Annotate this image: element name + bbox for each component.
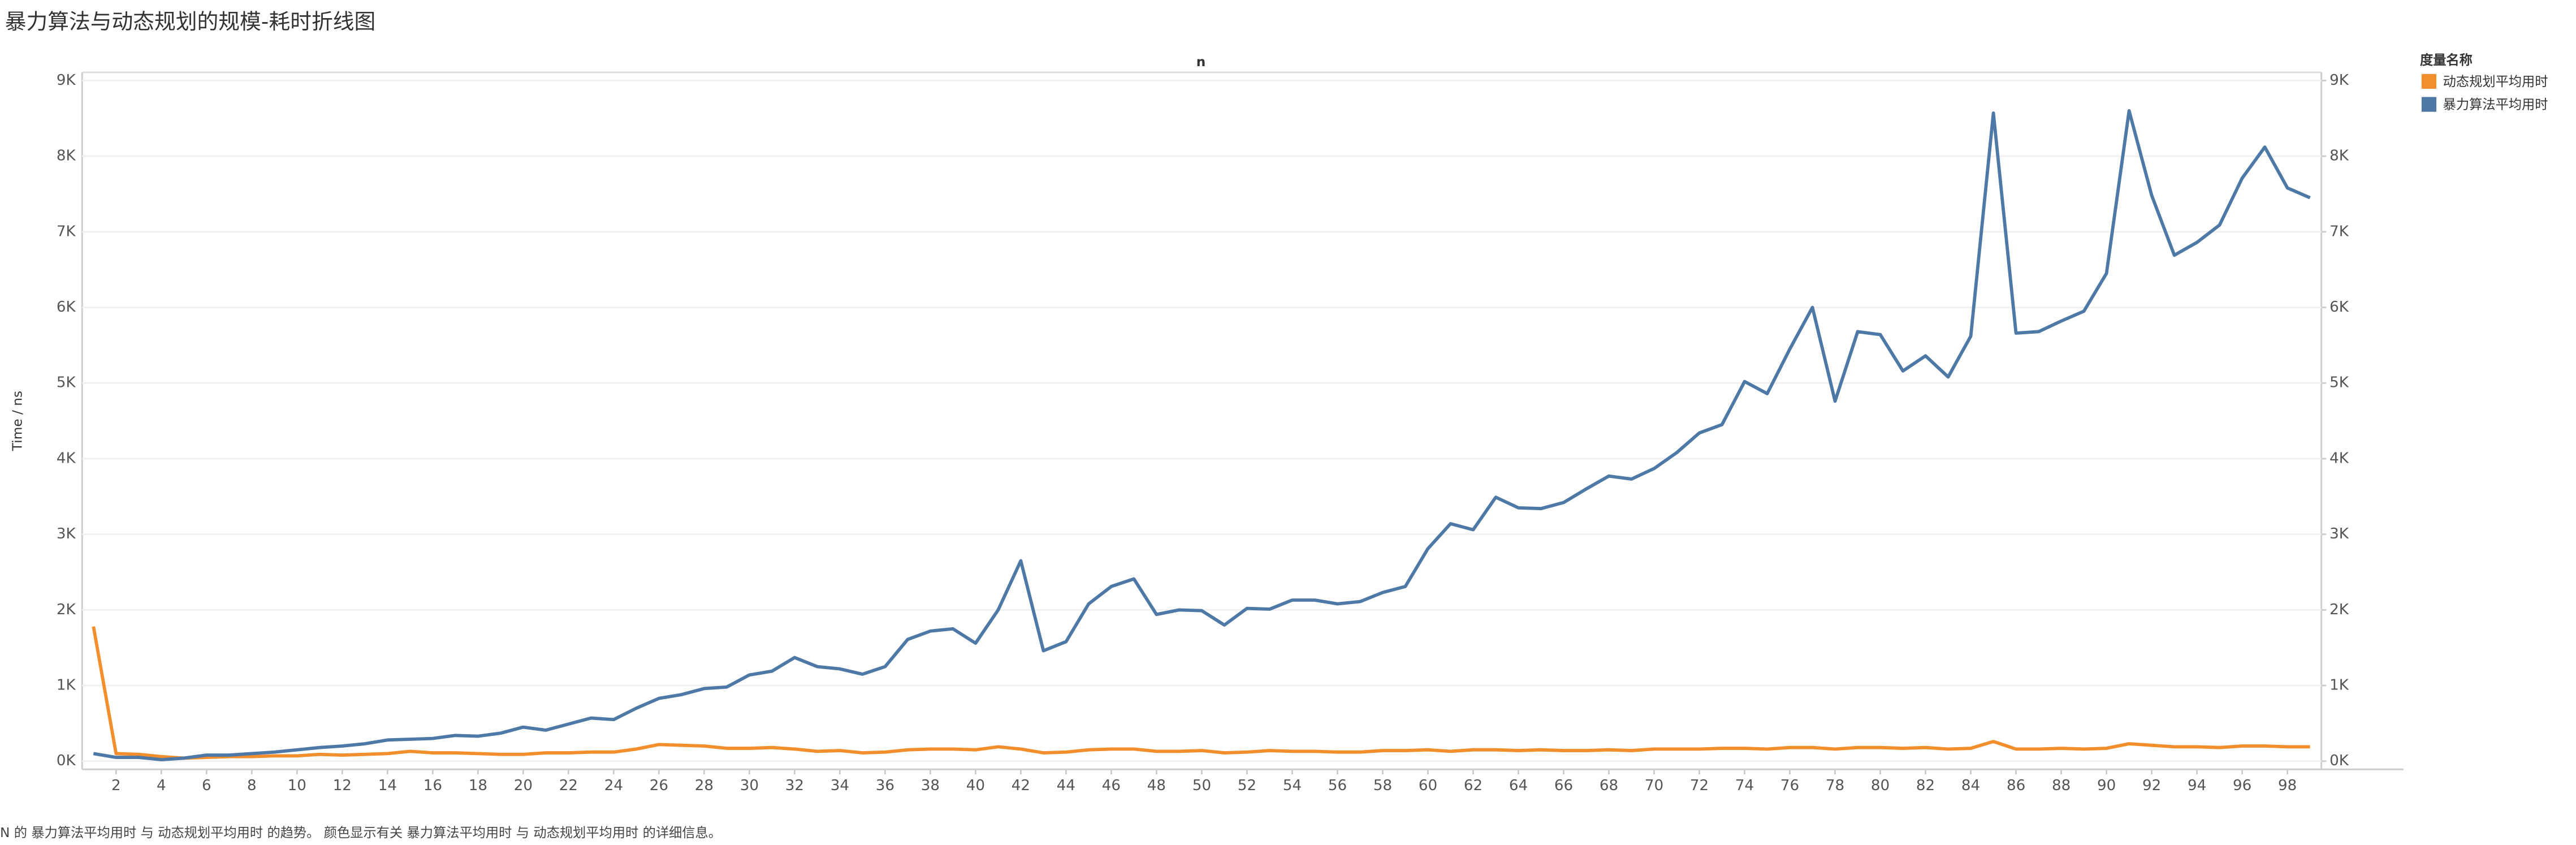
x-tick-label: 58 — [1373, 777, 1392, 794]
y2-tick-label: 5K — [2329, 374, 2349, 391]
x-tick-label: 18 — [469, 777, 487, 794]
y-tick-label: 0K — [57, 752, 76, 769]
x-tick-label: 14 — [378, 777, 397, 794]
x-tick-label: 4 — [157, 777, 166, 794]
y-tick-label: 9K — [57, 72, 76, 89]
x-tick-label: 98 — [2278, 777, 2297, 794]
x-tick-label: 80 — [1871, 777, 1890, 794]
x-tick-label: 70 — [1645, 777, 1663, 794]
y2-tick-label: 3K — [2329, 525, 2349, 542]
x-tick-label: 6 — [202, 777, 211, 794]
x-tick-label: 38 — [921, 777, 940, 794]
y2-tick-label: 2K — [2329, 601, 2349, 618]
y-tick-label: 3K — [57, 525, 76, 542]
x-tick-label: 96 — [2233, 777, 2251, 794]
x-tick-label: 30 — [740, 777, 759, 794]
y-tick-label: 7K — [57, 223, 76, 240]
x-tick-label: 8 — [247, 777, 257, 794]
y2-tick-label: 8K — [2329, 148, 2349, 165]
y-tick-label: 2K — [57, 601, 76, 618]
y-tick-label: 5K — [57, 374, 76, 391]
x-tick-label: 52 — [1238, 777, 1256, 794]
x-tick-label: 2 — [111, 777, 121, 794]
x-tick-label: 50 — [1192, 777, 1211, 794]
x-tick-label: 28 — [695, 777, 714, 794]
x-tick-label: 66 — [1554, 777, 1573, 794]
legend-swatch — [2421, 74, 2437, 89]
y-tick-label: 6K — [57, 299, 76, 316]
y-axis-title: Time / ns — [10, 391, 25, 451]
x-tick-label: 60 — [1419, 777, 1437, 794]
x-tick-label: 72 — [1690, 777, 1709, 794]
x-tick-label: 76 — [1780, 777, 1799, 794]
x-tick-label: 88 — [2052, 777, 2071, 794]
chart-title: 暴力算法与动态规划的规模-耗时折线图 — [5, 9, 376, 34]
x-tick-label: 82 — [1916, 777, 1935, 794]
y2-tick-label: 7K — [2329, 223, 2349, 240]
x-tick-label: 84 — [1961, 777, 1980, 794]
x-tick-label: 40 — [966, 777, 985, 794]
legend-title: 度量名称 — [2420, 53, 2473, 68]
x-tick-label: 34 — [831, 777, 849, 794]
x-tick-label: 62 — [1464, 777, 1483, 794]
x-tick-label: 48 — [1147, 777, 1166, 794]
series-line — [93, 109, 2311, 761]
caption: N 的 暴力算法平均用时 与 动态规划平均用时 的趋势。 颜色显示有关 暴力算法… — [0, 825, 721, 840]
x-tick-label: 16 — [423, 777, 442, 794]
y-tick-label: 4K — [57, 450, 76, 467]
x-tick-label: 36 — [876, 777, 894, 794]
x-tick-label: 74 — [1735, 777, 1754, 794]
series-line — [92, 626, 2310, 760]
x-tick-label: 10 — [288, 777, 306, 794]
x-tick-label: 12 — [333, 777, 352, 794]
x-tick-label: 26 — [650, 777, 668, 794]
x-tick-label: 56 — [1328, 777, 1347, 794]
x-tick-label: 78 — [1826, 777, 1844, 794]
legend-swatch — [2421, 97, 2437, 112]
x-tick-label: 20 — [514, 777, 533, 794]
x-tick-label: 64 — [1509, 777, 1528, 794]
legend-label: 动态规划平均用时 — [2443, 74, 2548, 89]
x-tick-label: 24 — [604, 777, 623, 794]
x-tick-label: 22 — [559, 777, 578, 794]
y-tick-label: 8K — [57, 148, 76, 165]
legend-label: 暴力算法平均用时 — [2443, 97, 2548, 113]
x-tick-label: 92 — [2142, 777, 2161, 794]
x-tick-label: 94 — [2188, 777, 2206, 794]
y2-tick-label: 6K — [2329, 299, 2349, 316]
x-tick-label: 46 — [1102, 777, 1121, 794]
x-tick-label: 42 — [1012, 777, 1030, 794]
x-axis-title: n — [1196, 54, 1206, 70]
y-tick-label: 1K — [57, 677, 76, 694]
x-tick-label: 54 — [1283, 777, 1302, 794]
y2-tick-label: 4K — [2329, 450, 2349, 467]
x-tick-label: 32 — [785, 777, 804, 794]
y2-tick-label: 9K — [2329, 72, 2349, 89]
x-tick-label: 44 — [1057, 777, 1075, 794]
x-tick-label: 68 — [1600, 777, 1618, 794]
y2-tick-label: 1K — [2329, 677, 2349, 694]
x-tick-label: 90 — [2097, 777, 2116, 794]
x-tick-label: 86 — [2007, 777, 2025, 794]
y2-tick-label: 0K — [2329, 752, 2349, 769]
